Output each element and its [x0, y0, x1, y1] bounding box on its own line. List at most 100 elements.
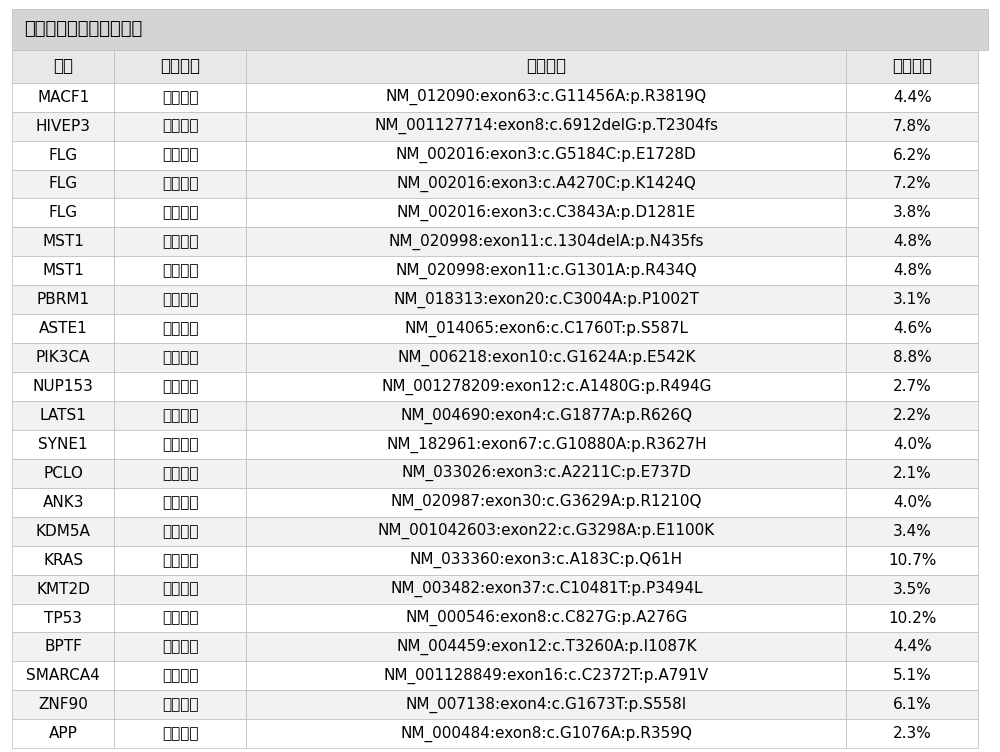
Text: 突变位点: 突变位点: [526, 57, 566, 75]
Text: 5.1%: 5.1%: [893, 669, 932, 684]
Bar: [846, 430, 978, 459]
Bar: [846, 227, 978, 256]
Text: 错义突变: 错义突变: [162, 726, 199, 741]
Text: 7.2%: 7.2%: [893, 177, 932, 192]
Text: 基因: 基因: [53, 57, 73, 75]
Bar: [12, 720, 114, 748]
Text: 组织多基因突变检测结果: 组织多基因突变检测结果: [24, 20, 142, 38]
Bar: [246, 488, 846, 517]
Bar: [846, 111, 978, 141]
Bar: [246, 199, 846, 227]
Bar: [12, 459, 114, 488]
Bar: [114, 256, 246, 285]
Bar: [846, 141, 978, 169]
Text: SYNE1: SYNE1: [38, 437, 88, 452]
Text: 6.2%: 6.2%: [893, 147, 932, 162]
Text: MST1: MST1: [42, 263, 84, 278]
Bar: [114, 720, 246, 748]
Text: 错义突变: 错义突变: [162, 669, 199, 684]
Bar: [12, 488, 114, 517]
Text: ANK3: ANK3: [42, 495, 84, 510]
Bar: [114, 227, 246, 256]
Bar: [846, 546, 978, 575]
Bar: [12, 604, 114, 632]
Bar: [12, 430, 114, 459]
Bar: [246, 227, 846, 256]
Bar: [846, 285, 978, 314]
Text: 错义突变: 错义突变: [162, 147, 199, 162]
Bar: [114, 430, 246, 459]
Bar: [12, 227, 114, 256]
Bar: [114, 141, 246, 169]
Bar: [246, 343, 846, 372]
Bar: [114, 111, 246, 141]
Text: 10.2%: 10.2%: [888, 611, 937, 626]
Text: 10.7%: 10.7%: [888, 553, 937, 568]
Bar: [846, 517, 978, 546]
Text: TP53: TP53: [44, 611, 82, 626]
Bar: [12, 256, 114, 285]
Text: NM_020987:exon30:c.G3629A:p.R1210Q: NM_020987:exon30:c.G3629A:p.R1210Q: [391, 494, 702, 511]
Text: SMARCA4: SMARCA4: [26, 669, 100, 684]
Text: BPTF: BPTF: [44, 639, 82, 654]
Text: FLG: FLG: [49, 147, 78, 162]
Bar: [246, 604, 846, 632]
Bar: [114, 488, 246, 517]
Bar: [12, 546, 114, 575]
Text: MACF1: MACF1: [37, 89, 89, 105]
Bar: [114, 662, 246, 690]
Text: 错义突变: 错义突变: [162, 293, 199, 308]
Text: NM_014065:exon6:c.C1760T:p.S587L: NM_014065:exon6:c.C1760T:p.S587L: [404, 320, 688, 337]
Bar: [846, 632, 978, 662]
Bar: [12, 141, 114, 169]
Text: 移码缺失: 移码缺失: [162, 235, 199, 250]
Bar: [846, 488, 978, 517]
Text: MST1: MST1: [42, 235, 84, 250]
Bar: [246, 575, 846, 604]
Text: 错义突变: 错义突变: [162, 553, 199, 568]
Text: 4.6%: 4.6%: [893, 321, 932, 336]
Bar: [114, 401, 246, 430]
Bar: [246, 546, 846, 575]
Bar: [846, 199, 978, 227]
Text: 错义突变: 错义突变: [162, 263, 199, 278]
Bar: [846, 459, 978, 488]
Bar: [12, 314, 114, 343]
Text: 2.1%: 2.1%: [893, 465, 932, 481]
Text: NM_001042603:exon22:c.G3298A:p.E1100K: NM_001042603:exon22:c.G3298A:p.E1100K: [378, 523, 715, 539]
Text: 错义突变: 错义突变: [162, 611, 199, 626]
Bar: [246, 256, 846, 285]
Bar: [114, 546, 246, 575]
Text: 错义突变: 错义突变: [162, 177, 199, 192]
Text: NM_012090:exon63:c.G11456A:p.R3819Q: NM_012090:exon63:c.G11456A:p.R3819Q: [386, 89, 707, 105]
Text: PCLO: PCLO: [43, 465, 83, 481]
Bar: [114, 690, 246, 720]
Bar: [246, 690, 846, 720]
Text: NM_004459:exon12:c.T3260A:p.I1087K: NM_004459:exon12:c.T3260A:p.I1087K: [396, 639, 697, 655]
Bar: [846, 83, 978, 111]
Text: 错义突变: 错义突变: [162, 350, 199, 365]
Bar: [12, 285, 114, 314]
Text: 2.7%: 2.7%: [893, 379, 932, 394]
Bar: [246, 83, 846, 111]
Text: NUP153: NUP153: [33, 379, 94, 394]
Bar: [246, 285, 846, 314]
Text: NM_004690:exon4:c.G1877A:p.R626Q: NM_004690:exon4:c.G1877A:p.R626Q: [400, 408, 692, 423]
Text: NM_020998:exon11:c.1304delA:p.N435fs: NM_020998:exon11:c.1304delA:p.N435fs: [389, 234, 704, 250]
Text: 错义突变: 错义突变: [162, 639, 199, 654]
Bar: [12, 169, 114, 199]
Text: 4.0%: 4.0%: [893, 437, 932, 452]
Bar: [246, 662, 846, 690]
Text: 错义突变: 错义突变: [162, 581, 199, 596]
Text: 突变丰度: 突变丰度: [892, 57, 932, 75]
Text: NM_020998:exon11:c.G1301A:p.R434Q: NM_020998:exon11:c.G1301A:p.R434Q: [395, 262, 697, 279]
Bar: [114, 169, 246, 199]
Bar: [12, 632, 114, 662]
Bar: [12, 575, 114, 604]
Bar: [12, 199, 114, 227]
Text: NM_000484:exon8:c.G1076A:p.R359Q: NM_000484:exon8:c.G1076A:p.R359Q: [400, 726, 692, 742]
Bar: [246, 111, 846, 141]
Bar: [12, 9, 988, 50]
Bar: [114, 314, 246, 343]
Text: NM_001128849:exon16:c.C2372T:p.A791V: NM_001128849:exon16:c.C2372T:p.A791V: [384, 668, 709, 684]
